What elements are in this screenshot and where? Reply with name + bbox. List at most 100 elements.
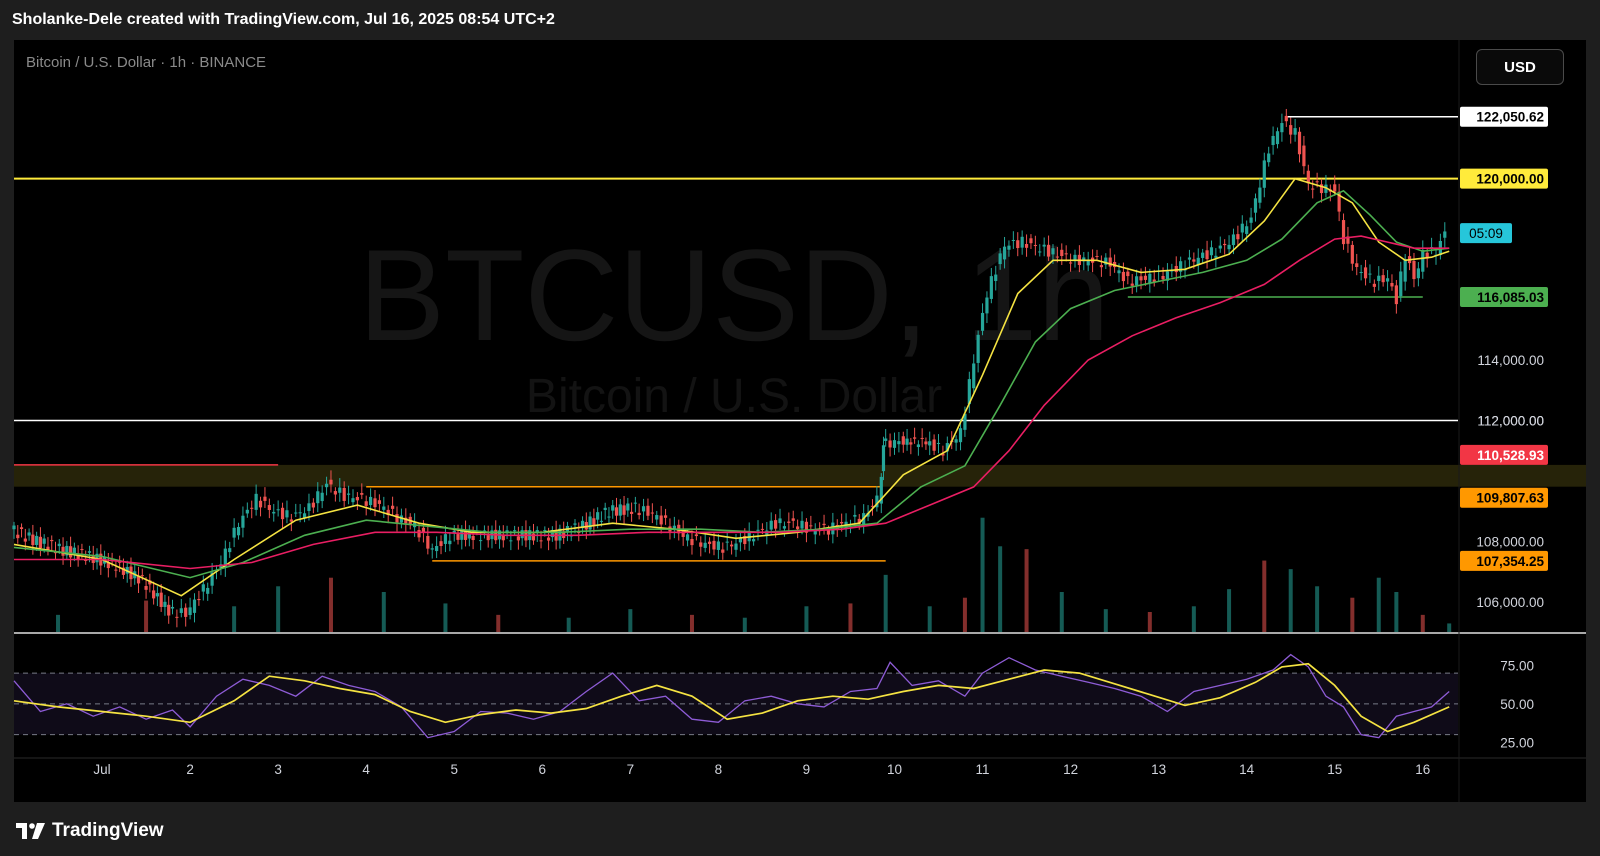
candle-body xyxy=(1143,275,1148,280)
volume-bar xyxy=(628,609,633,632)
candle-body xyxy=(280,507,285,520)
candle-body xyxy=(1324,184,1328,193)
volume-bar xyxy=(1376,577,1381,632)
candle-body xyxy=(614,507,619,516)
candle-body xyxy=(1289,125,1293,135)
candle-body xyxy=(148,580,152,585)
candle-body xyxy=(118,561,122,563)
candle-body xyxy=(778,518,782,524)
candle-body xyxy=(254,493,258,510)
candle-body xyxy=(417,530,421,538)
candle-body xyxy=(448,540,452,545)
candle-body xyxy=(1161,275,1165,280)
ema-slow-line xyxy=(14,235,1450,570)
candle-body xyxy=(588,516,592,530)
candle-body xyxy=(954,439,958,443)
candle-body xyxy=(426,535,430,549)
candle-body xyxy=(909,442,913,445)
candle-body xyxy=(626,503,630,511)
time-axis-tick: 3 xyxy=(274,762,282,777)
candle-body xyxy=(294,512,298,514)
candle-body xyxy=(804,521,809,533)
candle-body xyxy=(633,502,637,504)
candle-body xyxy=(479,540,483,542)
currency-button[interactable]: USD xyxy=(1476,49,1564,85)
candle-body xyxy=(1148,273,1152,284)
time-axis-tick: 8 xyxy=(715,762,723,777)
candle-body xyxy=(694,534,698,537)
tradingview-logo[interactable]: TradingView xyxy=(16,820,164,842)
candle-body xyxy=(685,534,690,541)
candle-body xyxy=(1236,234,1240,240)
candle-body xyxy=(901,436,905,445)
candle-body xyxy=(1399,271,1403,297)
candle-body xyxy=(1315,181,1319,183)
candle-body xyxy=(879,476,883,504)
candle-body xyxy=(342,487,346,501)
volume-bar xyxy=(328,577,333,632)
candle-body xyxy=(972,363,976,389)
candle-body xyxy=(637,512,641,516)
candle-body xyxy=(241,515,245,528)
candle-body xyxy=(1258,187,1262,203)
candle-body xyxy=(1152,279,1156,283)
time-axis-tick: 11 xyxy=(976,762,990,777)
candle-body xyxy=(1363,267,1368,279)
candle-body xyxy=(596,512,600,520)
candle-body xyxy=(1306,170,1310,184)
candle-body xyxy=(1249,217,1253,223)
candle-body xyxy=(725,541,729,543)
candle-body xyxy=(932,439,936,451)
candle-body xyxy=(373,498,377,508)
volume-bar xyxy=(1024,549,1029,632)
volume-bar xyxy=(144,600,149,632)
candle-body xyxy=(734,543,738,550)
candle-body xyxy=(1271,135,1275,146)
candle-body xyxy=(963,413,967,430)
volume-bar xyxy=(1103,609,1108,632)
candle-body xyxy=(945,443,949,452)
time-axis-tick: 9 xyxy=(803,762,811,777)
range-bottom-tag xyxy=(1460,550,1548,571)
tradingview-brand: TradingView xyxy=(52,820,164,841)
candle-body xyxy=(985,297,989,314)
candle-body xyxy=(1060,249,1064,257)
candle-body xyxy=(1130,283,1134,286)
candle-body xyxy=(12,525,16,530)
volume-bar xyxy=(998,546,1003,632)
candle-body xyxy=(443,534,448,544)
candle-body xyxy=(395,514,399,523)
volume-bar xyxy=(1420,614,1425,632)
rsi-axis-tick: 25.00 xyxy=(1500,735,1534,750)
candle-body xyxy=(1253,198,1258,213)
candle-body xyxy=(857,518,861,524)
candle-body xyxy=(712,540,716,550)
candle-body xyxy=(822,523,826,526)
volume-bar xyxy=(381,592,386,632)
fib-level-tag xyxy=(1460,444,1548,465)
candle-body xyxy=(1412,260,1416,280)
candle-body xyxy=(76,554,80,560)
time-axis-tick: 10 xyxy=(887,762,902,777)
candle-body xyxy=(1240,223,1244,233)
candle-body xyxy=(681,529,685,537)
rsi-axis-tick: 50.00 xyxy=(1500,697,1534,712)
countdown-tag xyxy=(1460,223,1512,244)
candle-body xyxy=(250,507,254,509)
candle-body xyxy=(316,491,320,504)
candle-body xyxy=(42,538,46,544)
candle-body xyxy=(1359,272,1363,274)
volume-bar xyxy=(962,597,967,632)
candle-body xyxy=(866,512,870,517)
time-axis-tick: 7 xyxy=(627,762,635,777)
candle-body xyxy=(1337,191,1341,212)
candle-body xyxy=(1390,283,1394,287)
ema-fast-line xyxy=(13,177,1450,597)
candle-body xyxy=(1319,184,1324,194)
time-axis-tick: 12 xyxy=(1063,762,1078,777)
candle-body xyxy=(641,506,646,512)
candle-body xyxy=(1394,285,1398,305)
candle-body xyxy=(659,515,663,525)
candle-body xyxy=(463,529,468,540)
